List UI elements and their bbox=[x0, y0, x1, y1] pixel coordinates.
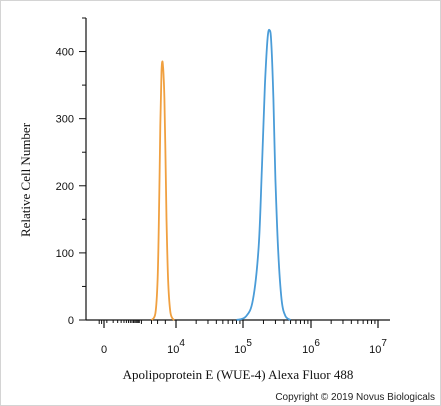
x-tick-label: 106 bbox=[302, 338, 320, 356]
y-tick-label: 100 bbox=[56, 248, 74, 260]
histogram-line-1 bbox=[150, 60, 175, 321]
axes bbox=[79, 17, 390, 328]
x-tick-label: 0 bbox=[101, 344, 107, 356]
x-axis-label: Apolipoprotein E (WUE-4) Alexa Fluor 488 bbox=[123, 367, 354, 382]
histogram-line-2 bbox=[236, 28, 292, 321]
y-tick-label: 200 bbox=[56, 181, 74, 193]
tick-labels: 0 100 200 300 400 0 104 105 106 107 bbox=[56, 47, 388, 356]
y-tick-label: 300 bbox=[56, 114, 74, 126]
series-layer bbox=[150, 28, 292, 321]
y-tick-label: 0 bbox=[68, 315, 74, 327]
y-axis-label: Relative Cell Number bbox=[18, 122, 33, 237]
copyright-text: Copyright © 2019 Novus Biologicals bbox=[275, 392, 435, 403]
x-tick-label: 104 bbox=[167, 338, 185, 356]
x-tick-label: 105 bbox=[234, 338, 252, 356]
y-tick-label: 400 bbox=[56, 47, 74, 59]
x-tick-label: 107 bbox=[369, 338, 387, 356]
